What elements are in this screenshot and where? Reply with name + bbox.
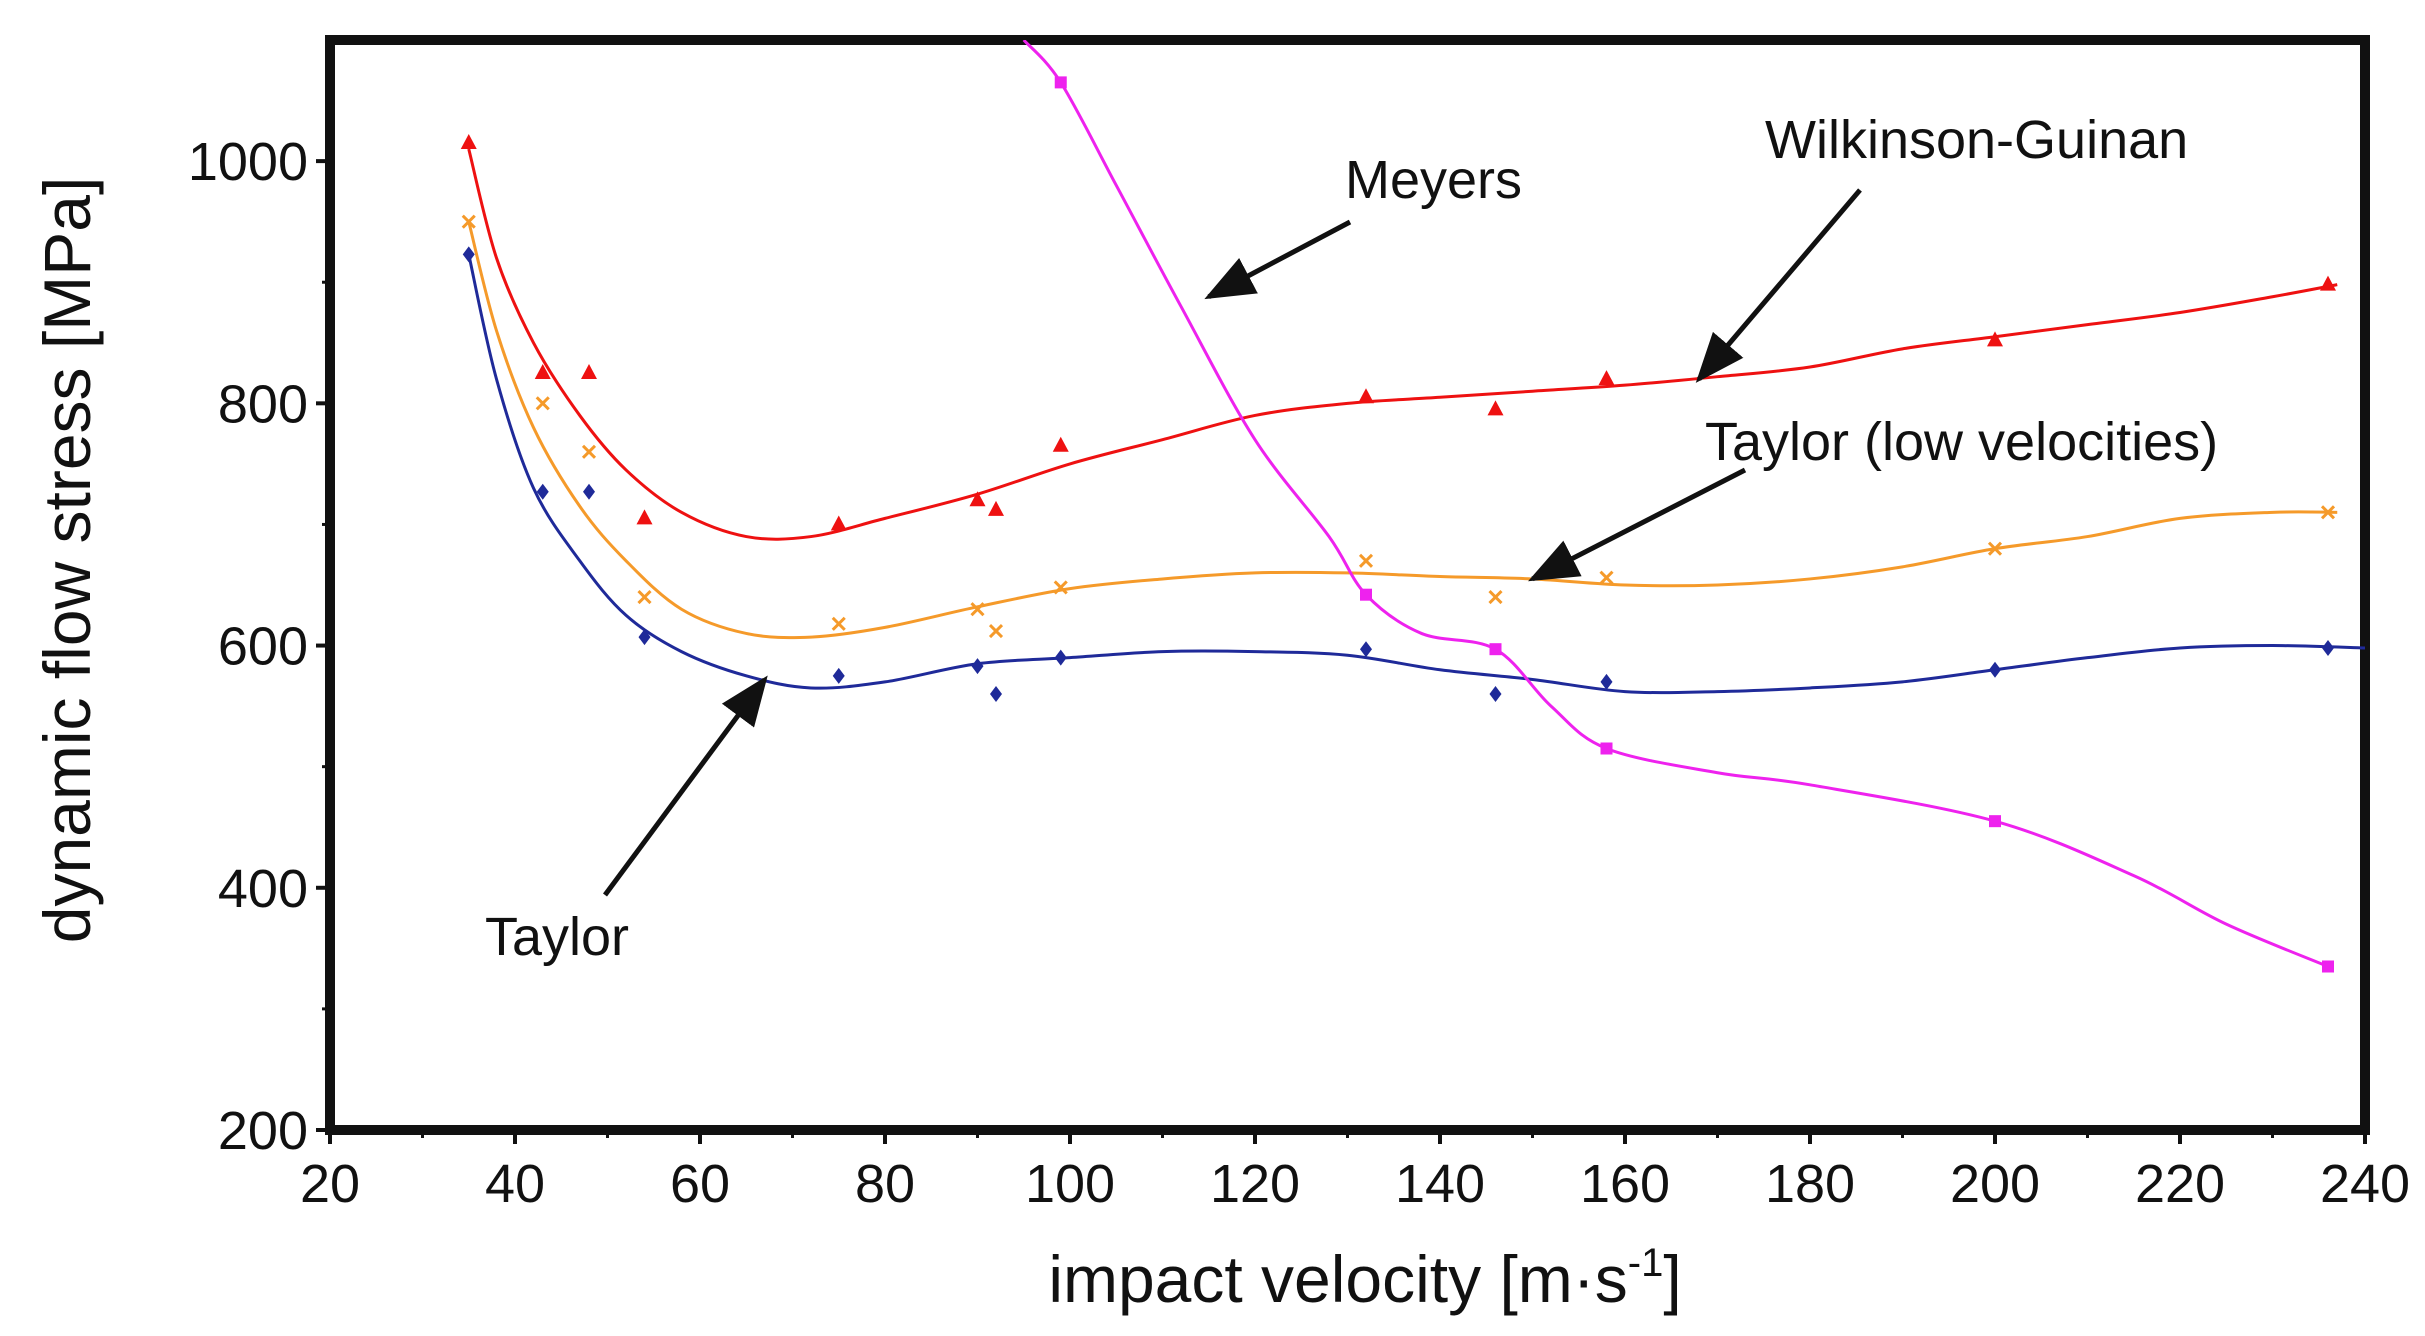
x-tick-label: 160 [1580,1154,1670,1214]
data-point-taylor-low-velocities [1358,553,1374,568]
data-point-taylor-low-velocities [988,623,1004,639]
annotation-arrow-taylor [602,675,768,897]
data-point-wilkinson-guinan [1052,436,1069,452]
x-axis-title: impact velocity [m·s-1] [1048,1241,1681,1316]
data-point-wilkinson-guinan [1987,331,2003,347]
data-point-wilkinson-guinan [1487,400,1504,416]
series-line-taylor [467,254,2365,695]
annotation-arrow-meyers [1204,219,1352,300]
y-tick-label: 400 [218,859,308,919]
data-point-meyers [1360,588,1372,601]
x-tick-label: 120 [1210,1154,1300,1214]
data-point-taylor [1600,673,1613,690]
x-tick-label: 80 [855,1154,915,1214]
data-point-wilkinson-guinan [534,364,551,380]
data-point-taylor [1489,686,1502,702]
data-point-taylor [2322,639,2334,656]
data-point-taylor [638,629,651,646]
annotation-meyers: Meyers [1345,150,1522,210]
data-point-taylor [536,483,549,500]
data-point-taylor-low-velocities [1488,590,1503,605]
data-point-taylor [1360,641,1372,658]
data-point-taylor [1054,649,1067,666]
y-tick-label: 600 [218,617,308,677]
data-point-taylor [971,658,984,675]
x-axis-title-superscript: -1 [1628,1241,1664,1285]
data-point-taylor-low-velocities [1599,570,1614,585]
annotation-arrow-wilkinson-guinan [1695,188,1862,383]
data-point-wilkinson-guinan [460,133,477,149]
data-point-taylor-low-velocities [1053,580,1068,595]
annotation-taylor: Taylor [485,907,629,967]
x-tick-label: 20 [300,1154,360,1214]
y-tick-label: 1000 [188,132,308,192]
axis-ticks: 20 40 60 80 100 120 140 160 180 200 220 240 200 400 60… [188,132,2410,1214]
x-tick-label: 60 [670,1154,730,1214]
y-axis-title: dynamic flow stress [MPa] [30,177,104,944]
data-point-meyers [1489,643,1502,656]
data-point-wilkinson-guinan [988,500,1004,516]
x-tick-label: 100 [1025,1154,1115,1214]
data-point-taylor [462,246,475,263]
y-tick-label: 200 [218,1101,308,1161]
data-point-taylor [990,686,1002,702]
data-point-meyers [2322,960,2334,973]
x-tick-label: 200 [1950,1154,2040,1214]
data-point-taylor-low-velocities [970,602,985,617]
data-points [460,76,2336,973]
x-tick-label: 220 [2135,1154,2225,1214]
x-axis-title-suffix: ] [1663,1242,1681,1316]
data-point-meyers [1600,742,1613,755]
data-point-meyers [1054,76,1067,89]
series-line-meyers [1022,40,2329,968]
annotation-arrows [602,188,1862,897]
data-point-taylor [583,483,595,500]
data-point-taylor-low-velocities [2320,505,2336,520]
annotation-taylor-low-velocities: Taylor (low velocities) [1705,412,2218,472]
data-point-taylor-low-velocities [1987,541,2003,556]
data-point-taylor-low-velocities [461,214,476,229]
data-point-taylor-low-velocities [535,396,550,411]
x-tick-label: 240 [2320,1154,2410,1214]
data-point-taylor [1989,661,2001,678]
x-axis-title-main: impact velocity [m·s [1048,1242,1627,1316]
annotation-arrow-taylor-low-velocities [1528,467,1747,582]
data-point-wilkinson-guinan [1598,370,1615,386]
data-point-wilkinson-guinan [1358,388,1374,404]
data-point-wilkinson-guinan [830,515,847,531]
data-point-wilkinson-guinan [2320,275,2336,291]
data-point-meyers [1989,815,2001,828]
data-point-taylor [832,667,845,684]
x-tick-label: 180 [1765,1154,1855,1214]
data-point-taylor-low-velocities [831,616,846,631]
data-point-taylor-low-velocities [581,444,597,459]
x-tick-label: 140 [1395,1154,1485,1214]
data-point-wilkinson-guinan [969,491,986,507]
data-point-wilkinson-guinan [636,509,653,525]
y-tick-label: 800 [218,374,308,434]
data-point-taylor-low-velocities [637,590,652,605]
annotation-wilkinson-guinan: Wilkinson-Guinan [1765,110,2188,170]
data-point-wilkinson-guinan [581,364,597,380]
x-tick-label: 40 [485,1154,545,1214]
